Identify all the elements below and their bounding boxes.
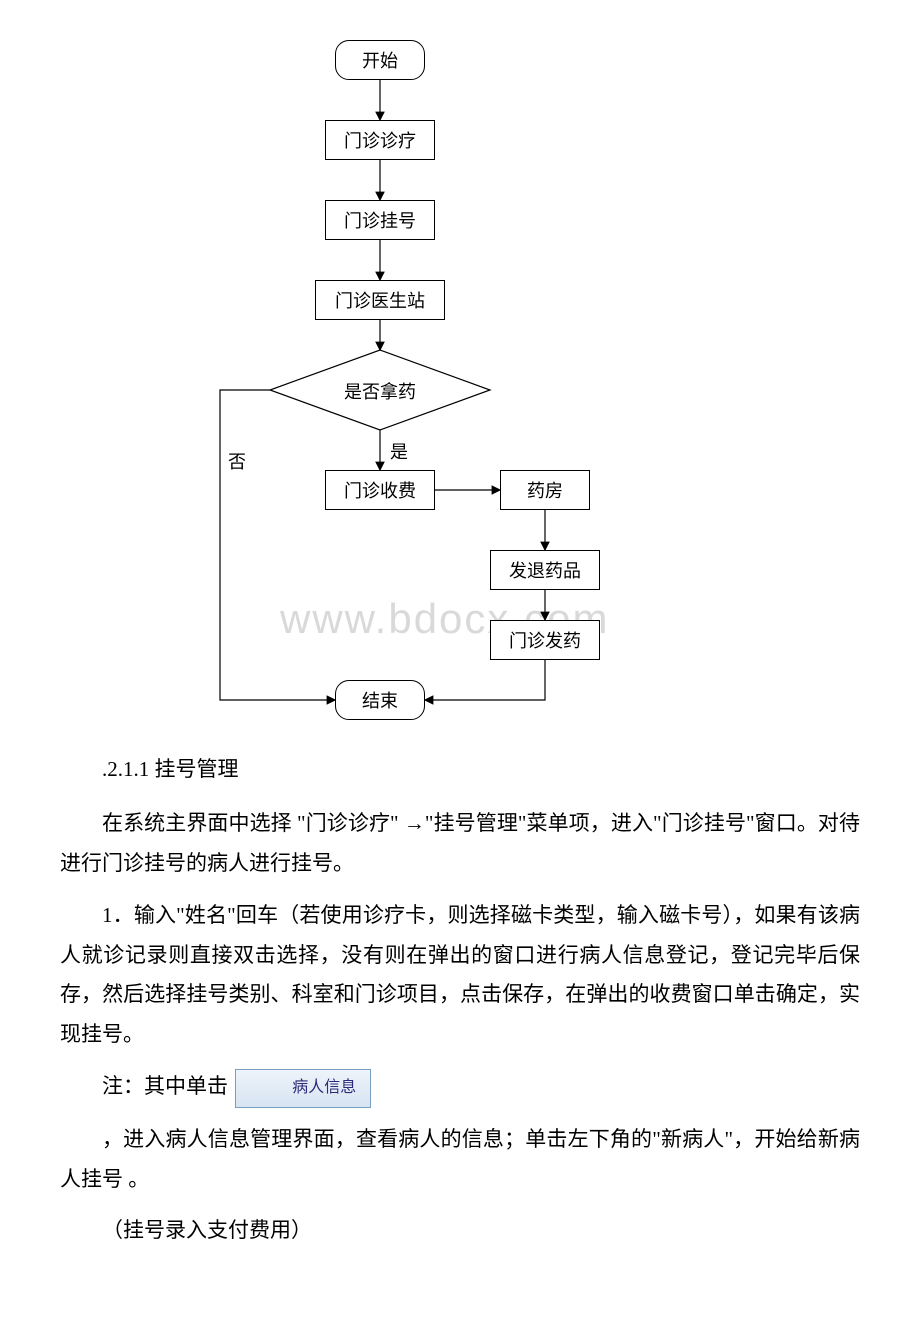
node-pharmacy: 药房 [500, 470, 590, 510]
node-outpatient-charge: 门诊收费 [325, 470, 435, 510]
edge-label-no: 否 [228, 448, 246, 474]
section-heading: .2.1.1 挂号管理 [60, 750, 860, 790]
flowchart: www.bdocx.com [180, 40, 740, 730]
patient-info-button[interactable]: 病人信息 [235, 1069, 371, 1107]
flowchart-edges [180, 40, 740, 730]
paragraph-note: 注：其中单击 病人信息 [60, 1067, 860, 1107]
node-dispense-return: 发退药品 [490, 550, 600, 590]
document-page: www.bdocx.com [0, 0, 920, 1323]
node-outpatient-treatment: 门诊诊疗 [325, 120, 435, 160]
node-decision-medicine: 是否拿药 [340, 378, 420, 402]
paragraph-intro: 在系统主界面中选择 "门诊诊疗" →"挂号管理"菜单项，进入"门诊挂号"窗口。对… [60, 804, 860, 884]
note-prefix: 注：其中单击 [102, 1074, 228, 1098]
node-outpatient-dispense: 门诊发药 [490, 620, 600, 660]
paragraph-step1: 1．输入"姓名"回车（若使用诊疗卡，则选择磁卡类型，输入磁卡号），如果有该病人就… [60, 896, 860, 1056]
node-doctor-station: 门诊医生站 [315, 280, 445, 320]
node-registration: 门诊挂号 [325, 200, 435, 240]
paragraph-continue: ，进入病人信息管理界面，查看病人的信息；单击左下角的"新病人"，开始给新病人挂号… [60, 1120, 860, 1200]
paragraph-payment: （挂号录入支付费用） [60, 1211, 860, 1251]
node-end: 结束 [335, 680, 425, 720]
node-start: 开始 [335, 40, 425, 80]
edge-label-yes: 是 [390, 438, 408, 464]
